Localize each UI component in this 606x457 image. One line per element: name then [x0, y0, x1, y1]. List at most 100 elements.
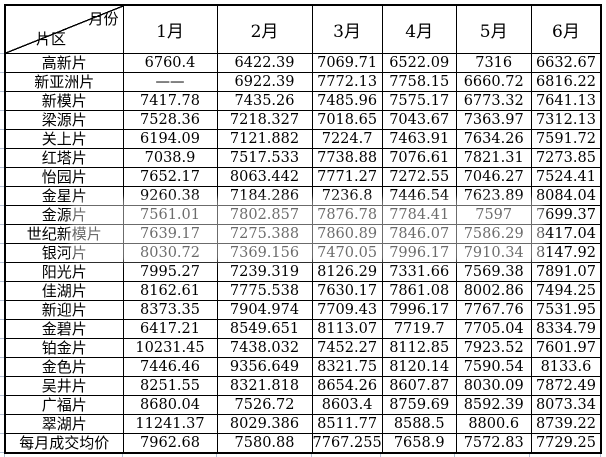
cell-value: 9356.649 [216, 357, 313, 377]
cell-value: 7995.27 [122, 262, 218, 282]
cell-value: 7272.55 [381, 167, 457, 187]
cell-value: 8800.6 [455, 414, 532, 434]
cell-value: 8759.69 [381, 395, 457, 415]
row-label: 红塔片 [4, 148, 124, 168]
cell-value: 7363.97 [455, 110, 532, 130]
cell-value: 7872.49 [530, 376, 602, 396]
row-label: 梁源片 [4, 110, 124, 130]
table-row: 新亚洲片 —— 6922.39 7772.13 7758.15 6660.72 6816.2… [4, 72, 602, 92]
cell-value: 8063.442 [216, 167, 313, 187]
cell-value: 7652.17 [122, 167, 218, 187]
cell-value: 6922.39 [216, 72, 313, 92]
cell-value: 7802.857 [216, 205, 313, 225]
row-label: 新亚洲片 [4, 72, 124, 92]
cell-value: 7435.26 [216, 91, 313, 111]
cell-value: 8607.87 [381, 376, 457, 396]
cell-value: 8334.79 [530, 319, 602, 339]
cell-value: 8511.77 [311, 414, 383, 434]
cell-value: 7658.9 [381, 433, 457, 454]
row-label: 每月成交均价 [4, 433, 124, 454]
table-row: 每月成交均价 7962.68 7580.88 7767.255 7658.9 7572.8… [4, 433, 602, 454]
cell-value: 7580.88 [216, 433, 313, 454]
cell-value: 7923.52 [455, 338, 532, 358]
cell-value: 7630.17 [311, 281, 383, 301]
cell-value: 8120.14 [381, 357, 457, 377]
cell-value: 7312.13 [530, 110, 602, 130]
sheet-gridline-ticks-left [0, 53, 4, 454]
cell-value: 7891.07 [530, 262, 602, 282]
table-row: 银河片 8030.72 7369.156 7470.05 7996.17 7910.34 8… [4, 243, 602, 263]
row-label: 铂金片 [4, 338, 124, 358]
cell-value: 7273.85 [530, 148, 602, 168]
cell-value: 7331.66 [381, 262, 457, 282]
table-row: 广福片 8680.04 7526.72 8603.4 8759.69 8592.39 807… [4, 395, 602, 415]
cell-value: 7772.13 [311, 72, 383, 92]
cell-value: 7575.17 [381, 91, 457, 111]
cell-value: 7860.89 [311, 224, 383, 244]
cell-value: 9260.38 [122, 186, 218, 206]
cell-value: 6194.09 [122, 129, 218, 149]
cell-value: 7996.17 [381, 300, 457, 320]
cell-value: 7821.31 [455, 148, 532, 168]
cell-value: 8073.34 [530, 395, 602, 415]
cell-value: 7639.17 [122, 224, 218, 244]
row-label: 怡园片 [4, 167, 124, 187]
cell-value: 8112.85 [381, 338, 457, 358]
row-label: 金星片 [4, 186, 124, 206]
cell-value: 7904.974 [216, 300, 313, 320]
cell-value: 8588.5 [381, 414, 457, 434]
table-row: 关上片 6194.09 7121.882 7224.7 7463.91 7634.26 75… [4, 129, 602, 149]
cell-value: 7369.156 [216, 243, 313, 263]
cell-value: 7586.29 [455, 224, 532, 244]
cell-value: 8592.39 [455, 395, 532, 415]
cell-value: 7275.388 [216, 224, 313, 244]
cell-value: 7641.13 [530, 91, 602, 111]
cell-value: 7239.319 [216, 262, 313, 282]
cell-value: 6660.72 [455, 72, 532, 92]
table-row: 新迎片 8373.35 7904.974 7709.43 7996.17 7767.76 7… [4, 300, 602, 320]
row-label: 银河片 [4, 243, 124, 263]
table-row: 梁源片 7528.36 7218.327 7018.65 7043.67 7363.97 7… [4, 110, 602, 130]
cell-value: 7531.95 [530, 300, 602, 320]
cell-value: 6522.09 [381, 53, 457, 73]
cell-value: 8549.651 [216, 319, 313, 339]
cell-value: 8030.72 [122, 243, 218, 263]
table-row: 翠湖片 11241.37 8029.386 8511.77 8588.5 8800.6 87… [4, 414, 602, 434]
cell-value: 7463.91 [381, 129, 457, 149]
cell-value: 7910.34 [455, 243, 532, 263]
cell-value: 6816.22 [530, 72, 602, 92]
cell-value: 7709.43 [311, 300, 383, 320]
cell-value: 7121.882 [216, 129, 313, 149]
cell-value: 7236.8 [311, 186, 383, 206]
cell-value: 7876.78 [311, 205, 383, 225]
cell-value: 7038.9 [122, 148, 218, 168]
cell-value: 8147.92 [530, 243, 602, 263]
cell-value: 7043.67 [381, 110, 457, 130]
header-row: 月份 片区 1月 2月 3月 4月 5月 6月 [4, 4, 602, 54]
cell-value: 7729.25 [530, 433, 602, 454]
cell-value: 7316 [455, 53, 532, 73]
table-row: 金碧片 6417.21 8549.651 8113.07 7719.7 7705.04 83… [4, 319, 602, 339]
cell-value: 8029.386 [216, 414, 313, 434]
table-row: 世纪新模片 7639.17 7275.388 7860.89 7846.07 7586.2… [4, 224, 602, 244]
cell-value: 8162.61 [122, 281, 218, 301]
corner-header-cell: 月份 片区 [4, 4, 124, 54]
cell-value: 7623.89 [455, 186, 532, 206]
cell-value: 8321.818 [216, 376, 313, 396]
row-label: 新模片 [4, 91, 124, 111]
month-header: 5月 [455, 4, 532, 54]
cell-value: 6632.67 [530, 53, 602, 73]
table-row: 铂金片 10231.45 7438.032 7452.27 8112.85 7923.52… [4, 338, 602, 358]
row-label: 金色片 [4, 357, 124, 377]
monthly-price-table: 月份 片区 1月 2月 3月 4月 5月 6月 高新片 6760.4 6422.39 7069.… [4, 4, 603, 454]
corner-label-district: 片区 [36, 30, 67, 48]
row-label: 金碧片 [4, 319, 124, 339]
cell-value: 7634.26 [455, 129, 532, 149]
cell-value: 8680.04 [122, 395, 218, 415]
cell-value: 7524.41 [530, 167, 602, 187]
cell-value: 7601.97 [530, 338, 602, 358]
month-header: 1月 [122, 4, 218, 54]
row-label: 关上片 [4, 129, 124, 149]
cell-value: 7446.54 [381, 186, 457, 206]
cell-value: 7569.38 [455, 262, 532, 282]
